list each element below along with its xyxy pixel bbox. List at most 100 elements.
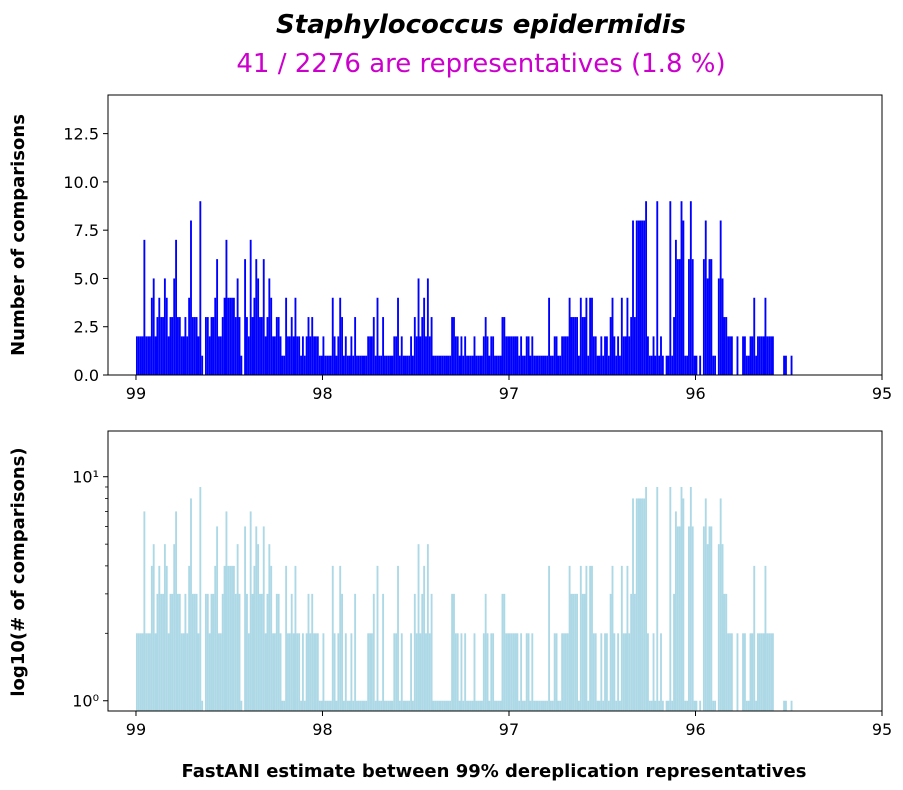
top-bar <box>350 336 353 375</box>
bottom-bar <box>322 633 325 711</box>
top-bar <box>385 355 388 375</box>
bottom-bar <box>594 633 597 711</box>
top-bar <box>471 355 474 375</box>
top-bar <box>320 355 323 375</box>
bottom-bar <box>191 593 194 711</box>
top-bar <box>617 336 620 375</box>
bottom-bar <box>508 633 511 711</box>
bottom-bar <box>760 633 763 711</box>
top-bar <box>186 336 189 375</box>
top-bar <box>680 201 683 375</box>
bottom-bar <box>510 633 513 711</box>
bottom-x-tick-label: 99 <box>126 720 146 739</box>
top-bar <box>430 317 433 375</box>
bottom-bar <box>167 633 170 711</box>
bottom-bar <box>535 700 537 711</box>
top-bar <box>221 317 224 375</box>
top-bar <box>635 220 638 375</box>
top-bar <box>721 278 724 375</box>
bottom-bar <box>624 633 627 711</box>
top-bar <box>628 336 631 375</box>
top-bar <box>439 355 442 375</box>
bottom-bar <box>689 486 692 711</box>
top-bar <box>559 355 562 375</box>
bottom-bar <box>602 700 605 711</box>
bottom-bar <box>156 593 159 711</box>
bottom-bar <box>382 593 385 711</box>
bottom-bar <box>678 526 681 711</box>
top-bar <box>171 317 174 375</box>
bottom-bar <box>563 633 565 711</box>
bottom-bar <box>428 633 431 711</box>
top-bar <box>361 355 364 375</box>
bottom-bar <box>425 633 427 711</box>
bottom-bar <box>283 700 286 711</box>
top-bar <box>426 278 429 375</box>
top-bar <box>357 355 360 375</box>
top-y-axis-label: Number of comparisons <box>8 114 29 356</box>
bottom-bar <box>451 593 454 711</box>
bottom-bar <box>277 593 280 711</box>
top-bar <box>318 355 321 375</box>
top-bar <box>193 317 196 375</box>
bottom-bar <box>585 565 588 711</box>
bottom-bar <box>566 633 569 711</box>
top-bar <box>369 336 371 375</box>
bottom-bar <box>755 700 758 711</box>
bottom-bar <box>234 593 237 711</box>
top-bar <box>553 336 556 375</box>
bottom-bar <box>369 633 371 711</box>
bottom-bar <box>708 526 711 711</box>
top-bar <box>268 278 271 375</box>
bottom-bar <box>298 633 301 711</box>
chart-title: Staphylococcus epidermidis <box>276 10 686 40</box>
bottom-bar <box>479 700 482 711</box>
top-x-tick-label: 96 <box>685 384 705 403</box>
top-bar <box>303 355 306 375</box>
top-bar <box>300 355 302 375</box>
bottom-bar <box>337 633 340 711</box>
bottom-bar <box>505 633 508 711</box>
bottom-bar <box>628 633 631 711</box>
bottom-bar <box>729 633 731 711</box>
top-bar <box>445 355 448 375</box>
top-bar <box>453 317 455 375</box>
top-bar <box>199 201 202 375</box>
bottom-bar <box>609 593 612 711</box>
top-bar <box>434 355 437 375</box>
top-bar <box>238 317 241 375</box>
bottom-bar <box>154 633 157 711</box>
bottom-bar <box>301 633 304 711</box>
top-bar <box>218 336 220 375</box>
bottom-bar <box>486 633 489 711</box>
top-bar <box>551 355 554 375</box>
top-y-tick-label: 2.5 <box>74 318 99 337</box>
bottom-bar <box>529 700 532 711</box>
bottom-bar <box>645 486 648 711</box>
top-bar <box>499 355 502 375</box>
bottom-bar <box>160 593 163 711</box>
bottom-bar <box>630 593 633 711</box>
bottom-bar <box>445 700 448 711</box>
top-bar <box>158 297 161 375</box>
bottom-bar <box>490 633 493 711</box>
top-bar <box>329 355 332 375</box>
top-bar <box>384 355 386 375</box>
bottom-bar <box>370 633 373 711</box>
bottom-bar <box>343 700 345 711</box>
bottom-bar <box>287 633 289 711</box>
bottom-bar <box>273 633 276 711</box>
bottom-x-tick-label: 97 <box>499 720 519 739</box>
bottom-bar <box>147 633 150 711</box>
bottom-bar <box>783 700 786 711</box>
bottom-bar <box>426 544 429 711</box>
bottom-bar <box>574 593 577 711</box>
bottom-bar <box>365 700 368 711</box>
bottom-bar <box>309 633 312 711</box>
top-bar <box>771 336 774 375</box>
bottom-bar <box>693 700 696 711</box>
top-bar <box>160 317 163 375</box>
bottom-bar <box>555 633 558 711</box>
top-bar <box>538 355 541 375</box>
bottom-bar <box>766 633 769 711</box>
